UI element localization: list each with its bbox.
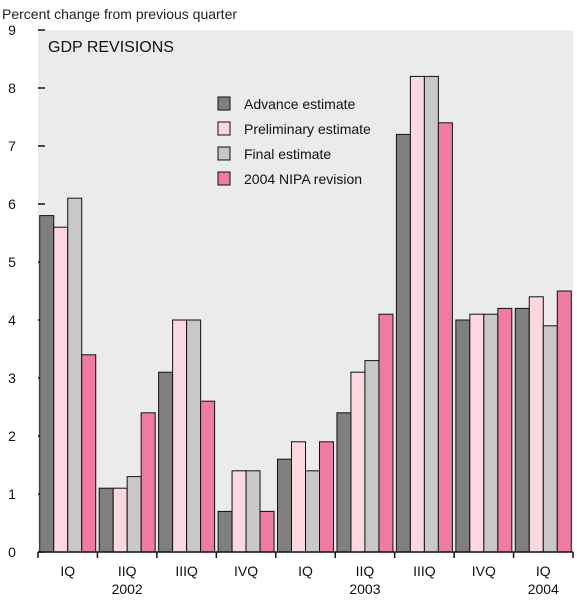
bar bbox=[158, 371, 174, 553]
bar bbox=[350, 371, 366, 553]
bar-group bbox=[158, 319, 216, 553]
bar-group bbox=[455, 307, 513, 553]
x-tick-label: IIIQ bbox=[175, 563, 198, 579]
x-tick-label: IQ bbox=[298, 563, 313, 579]
x-year-label: 2003 bbox=[349, 581, 380, 597]
y-tick-label: 1 bbox=[8, 486, 16, 502]
bar bbox=[409, 75, 425, 553]
x-axis: IQ IIQ IIIQ IVQ IQ IIQ IIIQ IVQ IQ 2002 2003 2004 bbox=[37, 552, 574, 597]
legend-swatch bbox=[217, 146, 231, 161]
bar bbox=[126, 476, 142, 553]
legend-swatch bbox=[217, 171, 231, 186]
x-tick-label: IQ bbox=[536, 563, 551, 579]
bar bbox=[259, 510, 275, 553]
bar bbox=[469, 313, 485, 553]
x-tick-label: IIQ bbox=[356, 563, 375, 579]
legend: Advance estimate Preliminary estimate Fina… bbox=[217, 96, 371, 187]
bar bbox=[483, 313, 499, 553]
x-tick-label: IIQ bbox=[118, 563, 137, 579]
legend-label: 2004 NIPA revision bbox=[244, 171, 362, 187]
bar-group bbox=[217, 470, 275, 553]
bar-group bbox=[98, 412, 156, 553]
bar bbox=[336, 412, 352, 553]
x-year-label: 2002 bbox=[112, 581, 143, 597]
bar bbox=[319, 441, 334, 553]
bar bbox=[497, 307, 513, 553]
bar bbox=[39, 215, 55, 553]
chart-title: GDP REVISIONS bbox=[48, 39, 174, 56]
bar bbox=[81, 354, 97, 553]
bar bbox=[98, 487, 114, 553]
bar bbox=[67, 197, 83, 553]
bar-group bbox=[336, 313, 394, 553]
y-tick-label: 2 bbox=[8, 428, 16, 444]
bar bbox=[305, 470, 320, 553]
y-tick-label: 5 bbox=[8, 254, 16, 270]
bar bbox=[291, 441, 306, 553]
y-tick-label: 7 bbox=[8, 138, 16, 154]
bar bbox=[245, 470, 261, 553]
bar bbox=[231, 470, 247, 553]
legend-swatch bbox=[217, 121, 231, 136]
x-tick-label: IVQ bbox=[234, 563, 258, 579]
bar bbox=[514, 307, 530, 553]
bar bbox=[200, 400, 216, 553]
bar-group bbox=[395, 75, 453, 553]
legend-label: Advance estimate bbox=[244, 96, 355, 112]
legend-label: Preliminary estimate bbox=[244, 121, 371, 137]
bar bbox=[172, 319, 188, 553]
y-tick-label: 8 bbox=[8, 80, 16, 96]
bar bbox=[423, 75, 439, 553]
x-tick-label: IIIQ bbox=[413, 563, 436, 579]
bar-group bbox=[514, 290, 572, 553]
bar bbox=[378, 313, 394, 553]
y-tick-label: 4 bbox=[8, 312, 16, 328]
y-tick-label: 3 bbox=[8, 370, 16, 386]
bar bbox=[437, 122, 453, 553]
bar bbox=[528, 296, 544, 553]
bar bbox=[140, 412, 156, 553]
legend-label: Final estimate bbox=[244, 146, 331, 162]
bar bbox=[364, 360, 380, 553]
bar bbox=[112, 487, 128, 553]
y-tick-label: 6 bbox=[8, 196, 16, 212]
x-tick-label: IQ bbox=[60, 563, 75, 579]
bar bbox=[217, 510, 233, 553]
bar bbox=[186, 319, 202, 553]
legend-swatch bbox=[217, 96, 231, 111]
bar bbox=[395, 133, 411, 553]
y-tick-label: 9 bbox=[8, 22, 16, 38]
y-axis-label: Percent change from previous quarter bbox=[2, 6, 237, 22]
x-year-label: 2004 bbox=[528, 581, 559, 597]
bar bbox=[556, 290, 572, 553]
y-tick-label: 0 bbox=[8, 544, 16, 560]
bar bbox=[455, 319, 471, 553]
bar bbox=[53, 226, 69, 553]
bar-group bbox=[39, 197, 97, 553]
bar bbox=[542, 325, 558, 553]
x-tick-label: IVQ bbox=[472, 563, 496, 579]
bar-groups bbox=[39, 75, 572, 553]
bar bbox=[277, 458, 292, 553]
